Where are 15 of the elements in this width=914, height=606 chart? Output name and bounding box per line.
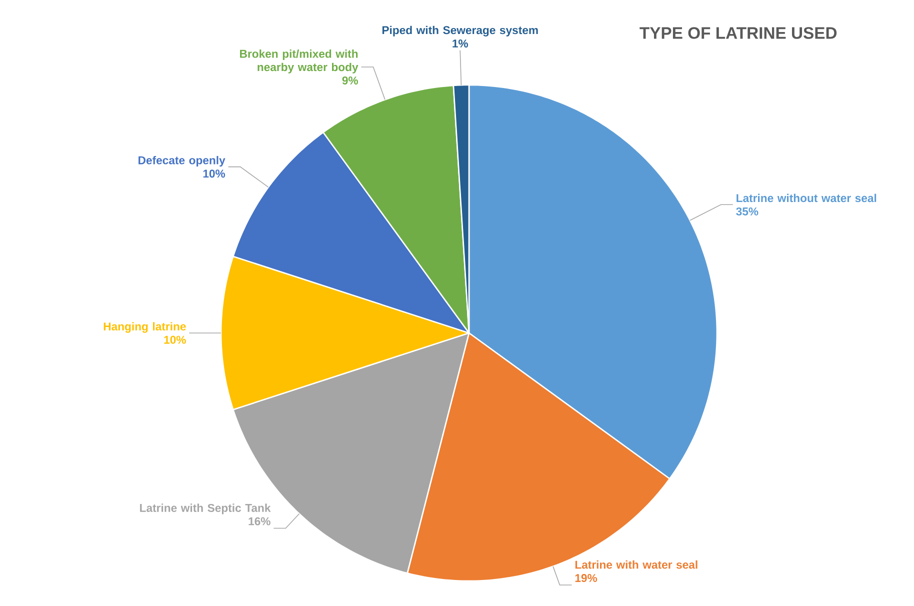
data-label: 10%: [164, 336, 186, 344]
slice-label: Latrine with water seal: [575, 560, 698, 569]
data-label: 16%: [248, 517, 270, 526]
data-label: 9%: [342, 76, 358, 84]
data-label: 1%: [452, 40, 468, 48]
data-label: 19%: [575, 574, 598, 582]
data-label: 10%: [203, 170, 226, 178]
slice-label: Latrine with Septic Tank: [140, 504, 271, 514]
slice-label: Defecate openly: [138, 156, 226, 167]
slice-label: Piped with Sewerage system: [382, 26, 538, 36]
chart-title: TYPE OF LATRINE USED: [640, 27, 837, 39]
slice-label: Latrine without water seal: [736, 194, 876, 202]
slice-label: Broken pit/mixed with nearby water body: [240, 49, 358, 74]
data-label: 35%: [736, 207, 758, 216]
slice-label: Hanging latrine: [104, 322, 186, 333]
